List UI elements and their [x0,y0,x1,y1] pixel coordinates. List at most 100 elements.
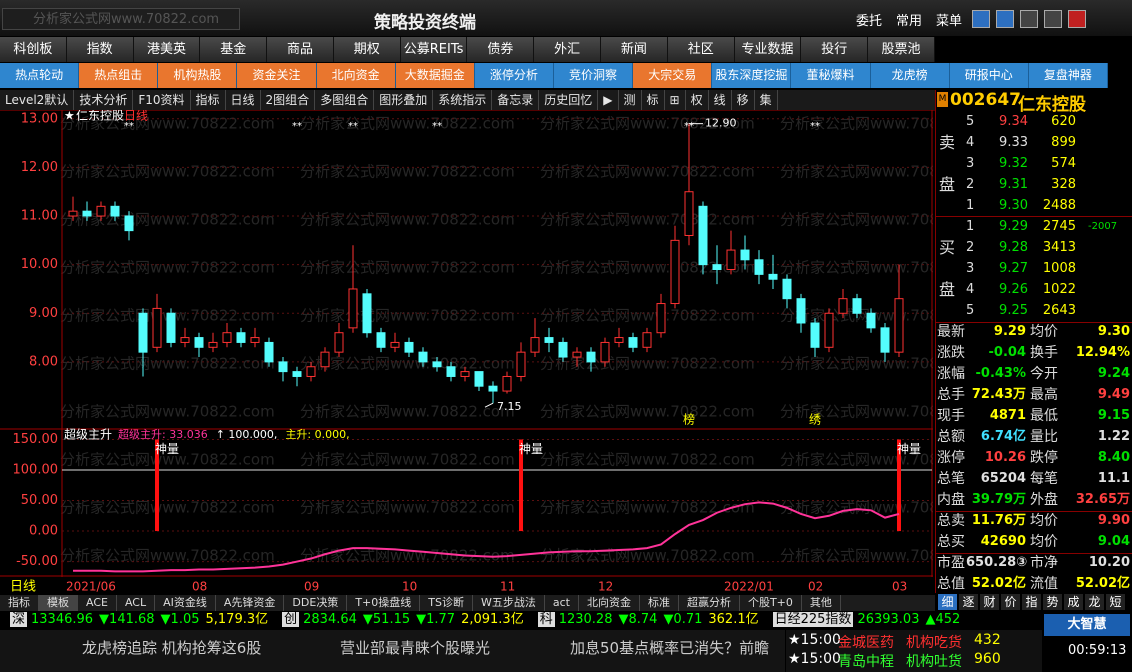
indicator-tab[interactable]: 标准 [640,595,679,611]
toolbar-button[interactable]: 测 [619,90,642,110]
nav-tab[interactable]: 科创板 [0,37,67,62]
menu-item[interactable]: 常用 [896,14,923,29]
alert-action: 机构吃货 [906,635,962,651]
detail-tab[interactable]: 财 [980,594,999,610]
nav-tab[interactable]: 投行 [801,37,869,62]
nav-tab[interactable]: 专业数据 [735,37,802,62]
feature-tab[interactable]: 热点轮动 [0,63,80,88]
toolbar-button[interactable]: 技术分析 [74,90,134,110]
menu-item[interactable]: 委托 [856,14,883,29]
candle-body [544,337,554,343]
feature-tab[interactable]: 机构热股 [158,63,238,88]
indicator-tab[interactable]: AI资金线 [155,595,216,611]
indicator-tab[interactable]: 北向资金 [579,595,640,611]
feature-tab[interactable]: 热点组击 [79,63,159,88]
book-level: 5 [966,114,975,129]
feature-tab[interactable]: 大数据掘金 [395,63,475,88]
toolbar-button[interactable]: 移 [732,90,755,110]
toolbar-button[interactable]: 图形叠加 [374,90,434,110]
toolbar-button[interactable]: 系统指示 [433,90,493,110]
window-button[interactable] [1068,10,1086,28]
feature-tab[interactable]: 复盘神器 [1029,63,1108,88]
indicator-tab[interactable]: 超赢分析 [679,595,740,611]
nav-tab[interactable]: 基金 [200,37,268,62]
toolbar-button[interactable]: 备忘录 [492,90,540,110]
feature-tab[interactable]: 北向资金 [316,63,396,88]
nav-tab[interactable]: 债券 [467,37,535,62]
menu-item[interactable]: 菜单 [936,14,963,29]
indicator-tab[interactable]: DDE决策 [284,595,348,611]
book-volume: 1022 [1042,282,1076,297]
nav-tab[interactable]: 股票池 [868,37,935,62]
nav-tab[interactable]: 指数 [67,37,134,62]
detail-tab[interactable]: 指 [1022,594,1041,610]
alert-name[interactable]: 金城医药 [838,635,894,651]
feature-tab[interactable]: 竞价洞察 [554,63,634,88]
detail-tab[interactable]: 势 [1043,594,1062,610]
nav-tab[interactable]: 社区 [668,37,735,62]
detail-tab[interactable]: 逐 [959,594,978,610]
detail-tab[interactable]: 细 [938,594,957,610]
indicator-tab[interactable]: 模板 [39,595,78,611]
toolbar-button[interactable]: 指标 [191,90,226,110]
stat-value: 9.15 [1097,408,1130,423]
indicator-tab[interactable]: ACE [78,595,117,611]
toolbar-button[interactable]: ⊞ [665,90,686,110]
toolbar-button[interactable]: F10资料 [133,90,191,110]
toolbar-button[interactable]: ▶ [598,90,619,110]
detail-tab[interactable]: 龙 [1085,594,1104,610]
book-volume: 620 [1051,114,1076,129]
detail-tab[interactable]: 价 [1001,594,1020,610]
indicator-tab[interactable]: act [545,595,579,611]
window-button[interactable] [996,10,1014,28]
news-headline[interactable]: 营业部最青睐个股曝光 [340,639,491,657]
window-button[interactable] [1044,10,1062,28]
toolbar-button[interactable]: 2图组合 [261,90,316,110]
feature-tab[interactable]: 龙虎榜 [871,63,950,88]
indicator-tab[interactable]: W五步战法 [473,595,545,611]
stock-name: 仁东控股 [1018,95,1086,115]
feature-tab[interactable]: 董秘爆料 [791,63,871,88]
index-name: 创 [282,612,300,627]
toolbar-button[interactable]: 线 [709,90,732,110]
nav-tab[interactable]: 公募REITs [401,37,468,62]
toolbar-button[interactable]: 日线 [226,90,261,110]
indicator-tab[interactable]: TS诊断 [420,595,473,611]
toolbar-button[interactable]: 历史回忆 [539,90,599,110]
window-button[interactable] [972,10,990,28]
nav-tab[interactable]: 商品 [267,37,334,62]
nav-tab[interactable]: 外汇 [534,37,602,62]
detail-tab[interactable]: 短 [1106,594,1125,610]
indicator-tab[interactable]: 指标 [0,595,39,611]
indicator-legend: 主升: 0.000, [285,428,349,441]
nav-tab[interactable]: 港美英 [134,37,201,62]
toolbar-button[interactable]: 多图组合 [315,90,375,110]
detail-tab[interactable]: 成 [1064,594,1083,610]
indicator-tab[interactable]: A先锋资金 [216,595,285,611]
alert-name[interactable]: 青岛中程 [838,654,894,670]
indicator-tab[interactable]: ACL [117,595,156,611]
toolbar-button[interactable]: 集 [755,90,778,110]
feature-tab[interactable]: 资金关注 [237,63,317,88]
watermark: 分析家公式网www.70822.com [540,499,755,517]
candle-body [278,361,288,373]
stat-value: 9.29 [993,324,1026,339]
news-headline[interactable]: 加息50基点概率已消失？前瞻 [570,639,770,657]
feature-tab[interactable]: 涨停分析 [475,63,554,88]
feature-tab[interactable]: 研报中心 [950,63,1029,88]
window-button[interactable] [1020,10,1038,28]
news-headline[interactable]: 龙虎榜追踪 机构抢筹这6股 [82,639,262,657]
candle-body [110,205,120,217]
feature-tab[interactable]: 大宗交易 [633,63,713,88]
toolbar-button[interactable]: 标 [642,90,665,110]
indicator-tab[interactable]: T+0操盘线 [347,595,421,611]
indicator-tab[interactable]: 其他 [802,595,841,611]
feature-tab[interactable]: 股东深度挖掘 [712,63,792,88]
nav-tab[interactable]: 新闻 [601,37,668,62]
toolbar-button[interactable]: Level2默认 [0,90,75,110]
feature-nav: 热点轮动 热点组击 机构热股 资金关注 北向资金 大数据掘金 涨停分析 竞价洞察 大宗交易 股东深… [0,63,1108,88]
indicator-tab[interactable]: 个股T+0 [740,595,802,611]
toolbar-button[interactable]: 权 [686,90,709,110]
search-box[interactable]: 分析家公式网www.70822.com [2,8,240,30]
nav-tab[interactable]: 期权 [334,37,401,62]
